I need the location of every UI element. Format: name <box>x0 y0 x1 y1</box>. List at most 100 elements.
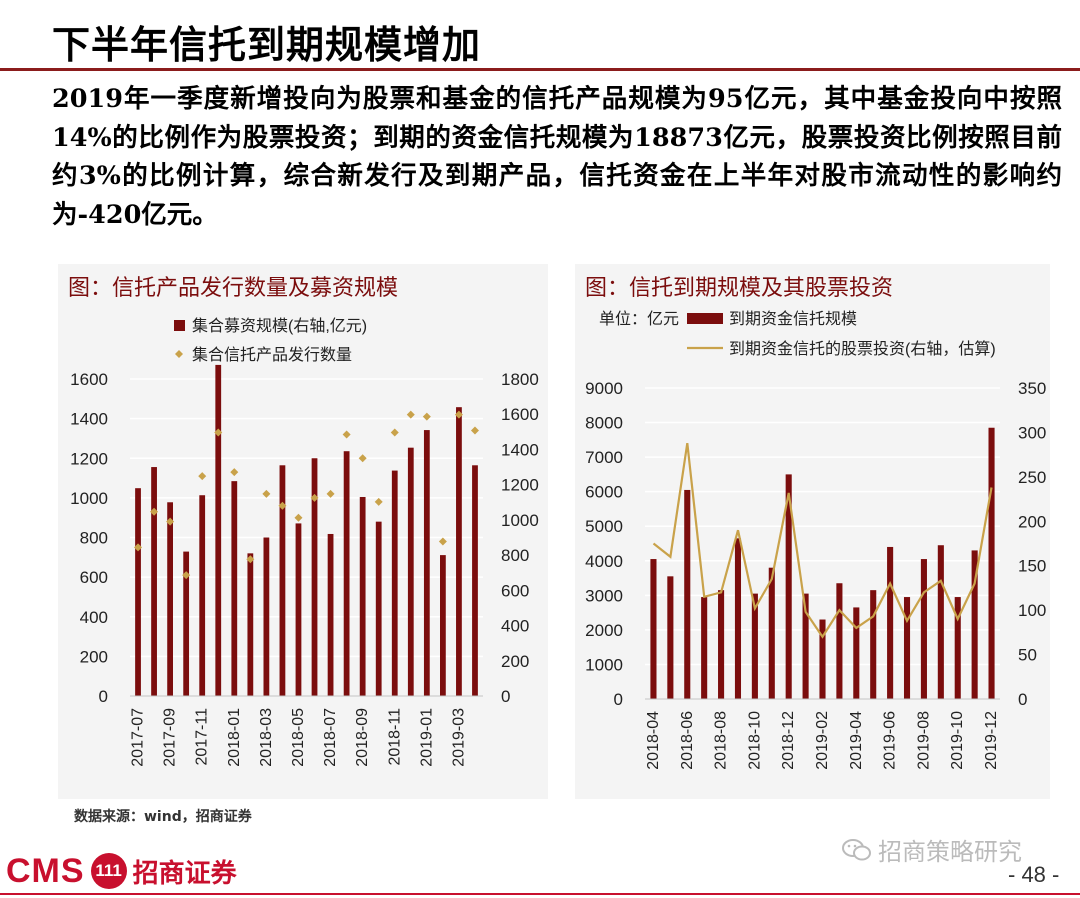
cms-logo: CMS 111 招商证券 <box>6 850 237 892</box>
scatter-point <box>262 489 271 498</box>
bar <box>391 470 398 696</box>
y-left-tick-label: 8000 <box>585 414 623 433</box>
page-number: - 48 - <box>1008 862 1060 887</box>
bar <box>819 619 826 699</box>
scatter-point <box>150 507 159 516</box>
bar <box>167 502 174 696</box>
bar <box>343 451 350 696</box>
bar <box>199 495 206 696</box>
y-right-tick-label: 1800 <box>501 370 539 389</box>
footer-divider <box>0 893 1080 895</box>
scatter-point <box>470 426 479 435</box>
x-tick-label: 2019-03 <box>450 708 467 767</box>
scatter-point <box>342 430 351 439</box>
scatter-point <box>134 543 143 552</box>
y-right-tick-label: 800 <box>501 546 529 565</box>
scatter-point <box>166 517 175 526</box>
y-right-tick-label: 200 <box>501 652 529 671</box>
data-source: 数据来源：wind，招商证券 <box>74 809 252 825</box>
bar <box>407 447 414 696</box>
y-left-tick-label: 1200 <box>70 449 108 468</box>
chart-panel-left: 图：信托产品发行数量及募资规模 0 200 400 600 800 1000 1200 140… <box>58 264 548 799</box>
scatter-point <box>438 537 447 546</box>
y-left-tick-label: 2000 <box>585 621 623 640</box>
y-right-tick-label: 0 <box>501 687 510 706</box>
y-left-tick-label: 0 <box>614 690 623 709</box>
bar <box>311 458 318 696</box>
bar <box>802 593 809 699</box>
y-left-tick-label: 9000 <box>585 379 623 398</box>
bar <box>359 496 366 696</box>
y-right-tick-label: 1400 <box>501 440 539 459</box>
y-left-tick-label: 5000 <box>585 517 623 536</box>
bar <box>456 407 462 696</box>
bar <box>183 551 190 696</box>
bar <box>375 521 382 696</box>
scatter-point <box>422 412 431 421</box>
x-tick-label: 2019-04 <box>848 711 865 770</box>
x-tick-label: 2019-12 <box>983 711 1000 770</box>
bar <box>853 607 860 699</box>
y-right-tick-label: 0 <box>1018 690 1027 709</box>
x-tick-label: 2018-01 <box>226 708 243 767</box>
series-line <box>652 442 993 639</box>
bar <box>151 467 157 696</box>
y-left-tick-label: 400 <box>80 608 108 627</box>
x-tick-label: 2019-02 <box>814 711 831 770</box>
bar <box>684 489 691 699</box>
y-right-tick-label: 150 <box>1018 557 1046 576</box>
bar <box>937 545 944 699</box>
x-tick-label: 2018-03 <box>258 708 275 767</box>
scatter-point <box>374 497 383 506</box>
y-right-tick-label: 200 <box>1018 512 1046 531</box>
y-left-tick-label: 4000 <box>585 552 623 571</box>
watermark: 招商策略研究 <box>842 832 1022 867</box>
bar <box>836 583 843 699</box>
x-tick-label: 2017-11 <box>194 708 211 766</box>
scatter-point <box>358 454 367 463</box>
bar <box>439 555 446 696</box>
y-right-tick-label: 100 <box>1018 601 1046 620</box>
bar <box>768 567 775 699</box>
scatter-point <box>182 571 191 580</box>
y-left-tick-label: 1000 <box>70 489 108 508</box>
scatter-point <box>390 428 399 437</box>
bar <box>667 576 674 699</box>
chart-right: 0 1000 2000 3000 4000 5000 6000 7000 8000 9000 0 50… <box>585 310 1046 770</box>
bar <box>920 559 927 699</box>
y-left-tick-label: 800 <box>80 529 108 548</box>
bar <box>870 590 877 699</box>
bar <box>954 597 961 699</box>
bar <box>247 553 254 696</box>
bar <box>327 533 334 696</box>
x-tick-label: 2018-11 <box>386 708 403 766</box>
y-right-tick-label: 300 <box>1018 423 1046 442</box>
bar <box>701 597 708 699</box>
y-left-tick-label: 1000 <box>585 655 623 674</box>
page-title: 下半年信托到期规模增加 <box>52 22 482 67</box>
x-tick-label: 2019-10 <box>949 711 966 770</box>
x-tick-label: 2017-09 <box>162 708 179 767</box>
bar <box>279 465 286 696</box>
y-left-tick-label: 3000 <box>585 586 623 605</box>
legend-swatch-bar <box>687 313 723 324</box>
y-right-tick-label: 350 <box>1018 379 1046 398</box>
legend-label-scatter: 集合信托产品发行数量 <box>192 346 352 364</box>
x-tick-label: 2019-01 <box>418 708 435 767</box>
x-tick-label: 2017-07 <box>130 708 147 767</box>
scatter-point <box>198 472 207 481</box>
scatter-point <box>230 468 239 477</box>
unit-label: 单位：亿元 <box>599 310 679 328</box>
scatter-point <box>246 555 255 564</box>
chart-left: 0 200 400 600 800 1000 1200 1400 1600 0 200 400 600 8… <box>70 317 539 767</box>
legend-swatch-scatter <box>175 350 183 358</box>
scatter-point <box>294 513 303 522</box>
y-right-tick-label: 1600 <box>501 405 539 424</box>
bar <box>734 538 742 699</box>
bar <box>751 593 758 699</box>
x-tick-label: 2018-10 <box>746 711 763 770</box>
bar <box>903 597 911 699</box>
x-tick-label: 2019-08 <box>915 711 932 770</box>
y-right-tick-label: 1200 <box>501 476 539 495</box>
bar <box>135 488 141 696</box>
